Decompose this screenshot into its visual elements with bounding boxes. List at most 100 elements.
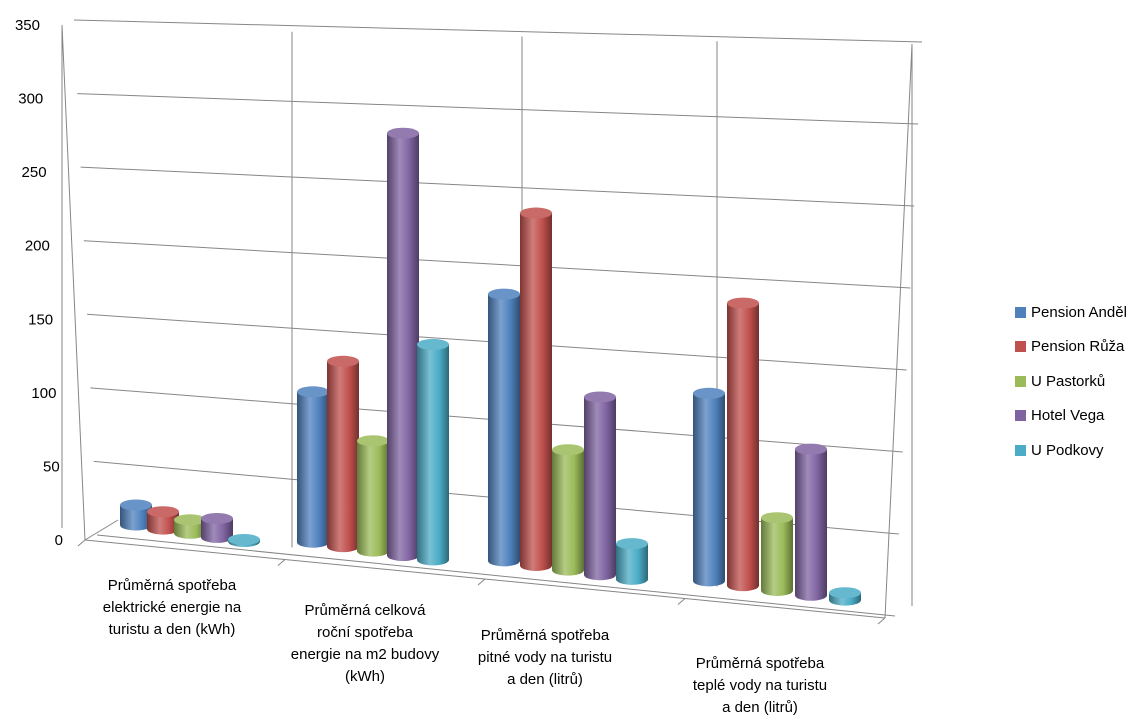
legend-label: U Pastorků: [1031, 372, 1106, 390]
y-axis: 0 50 100 150 200 250 300 350: [15, 17, 63, 549]
bar-body: [417, 344, 449, 566]
legend-item: U Pastorků: [1015, 364, 1148, 399]
bar-body: [795, 449, 827, 601]
bar: [693, 387, 725, 587]
bar-cap: [417, 338, 449, 350]
bar: [228, 534, 260, 548]
category-label: Průměrná spotřeba teplé vody na turistu a …: [693, 655, 827, 716]
category-label: Průměrná spotřeba pitné vody na turistu a …: [478, 627, 612, 688]
bars: [120, 127, 861, 606]
bar-cap: [228, 534, 260, 546]
bar-body: [327, 361, 359, 553]
bar-body: [201, 518, 233, 543]
bar-cap: [201, 512, 233, 524]
bar-cap: [327, 355, 359, 367]
y-axis-line: [61, 24, 86, 541]
bar: [584, 391, 616, 581]
bar-body: [616, 543, 648, 585]
bar-cap: [829, 587, 861, 599]
bar: [520, 207, 552, 571]
bar-cap: [297, 386, 329, 398]
legend-label: Pension Anděl: [1031, 303, 1127, 321]
bar-cap: [520, 207, 552, 219]
right-wall-line: [884, 43, 913, 619]
y-tick-label: 50: [43, 458, 60, 475]
gridline: [96, 534, 896, 617]
gridline: [83, 240, 911, 289]
x-tick: [877, 617, 886, 625]
legend-item: Pension Růža: [1015, 330, 1148, 365]
x-tick: [677, 598, 686, 605]
bar-body: [727, 303, 759, 592]
x-tick: [277, 559, 286, 566]
y-tick-label: 150: [28, 311, 53, 328]
bar-cap: [174, 514, 206, 526]
legend-item: Pension Anděl: [1015, 295, 1148, 330]
bar-body: [584, 396, 616, 581]
gridline: [80, 166, 915, 207]
bar: [201, 512, 233, 543]
bar-body: [120, 504, 152, 531]
bar: [174, 514, 206, 539]
gridline: [77, 93, 919, 125]
legend-swatch: [1015, 306, 1026, 318]
bar-cap: [120, 499, 152, 511]
gridline: [73, 19, 923, 43]
bar-cap: [147, 506, 179, 518]
y-tick-label: 100: [31, 385, 56, 402]
bar: [488, 288, 520, 567]
legend: Pension Anděl Pension Růža U Pastorků Hotel…: [1015, 295, 1148, 468]
legend-item: U Podkovy: [1015, 433, 1148, 468]
legend-swatch: [1015, 410, 1026, 422]
bar: [327, 355, 359, 553]
x-tick: [477, 578, 486, 586]
bar: [829, 587, 861, 606]
bar-body: [387, 133, 419, 562]
bar-cap: [616, 538, 648, 550]
y-tick-label: 250: [22, 164, 47, 181]
bar-cap: [357, 435, 389, 447]
bar-cap: [584, 391, 616, 403]
legend-label: Pension Růža: [1031, 338, 1125, 356]
bar-cap: [488, 288, 520, 300]
x-axis: Průměrná spotřeba elektrické energie na tu…: [77, 519, 886, 716]
bar: [357, 435, 389, 557]
bar-body: [693, 393, 725, 587]
bar-body: [357, 440, 389, 557]
bar: [727, 297, 759, 592]
legend-swatch: [1015, 444, 1026, 456]
y-tick-label: 300: [18, 91, 43, 108]
category-label: Průměrná celková roční spotřeba energie na…: [291, 602, 440, 685]
bar: [297, 386, 329, 548]
bar-body: [761, 517, 793, 596]
y-tick-label: 200: [25, 238, 50, 255]
category-label: Průměrná spotřeba elektrické energie na tu…: [103, 577, 242, 638]
x-tick: [77, 539, 86, 547]
bar: [552, 444, 584, 576]
bar-body: [520, 213, 552, 571]
bar-cap: [795, 443, 827, 455]
bar-cap: [761, 512, 793, 524]
y-tick-label: 0: [55, 532, 63, 549]
bar-body: [147, 511, 179, 535]
y-tick-label: 350: [15, 17, 40, 34]
bar-body: [552, 449, 584, 576]
bar: [761, 512, 793, 596]
bar: [387, 127, 419, 562]
bar: [795, 443, 827, 601]
chart-walls: [61, 24, 913, 619]
bar-cap: [387, 127, 419, 139]
legend-swatch: [1015, 375, 1026, 387]
bar: [616, 538, 648, 585]
bar: [120, 499, 152, 531]
legend-swatch: [1015, 341, 1026, 353]
bar: [417, 338, 449, 566]
legend-item: Hotel Vega: [1015, 399, 1148, 434]
bar-cap: [552, 444, 584, 456]
legend-label: Hotel Vega: [1031, 407, 1105, 425]
bar-cap: [727, 297, 759, 309]
bar: [147, 506, 179, 535]
floor-side-line: [84, 519, 119, 541]
bar-body: [488, 294, 520, 567]
